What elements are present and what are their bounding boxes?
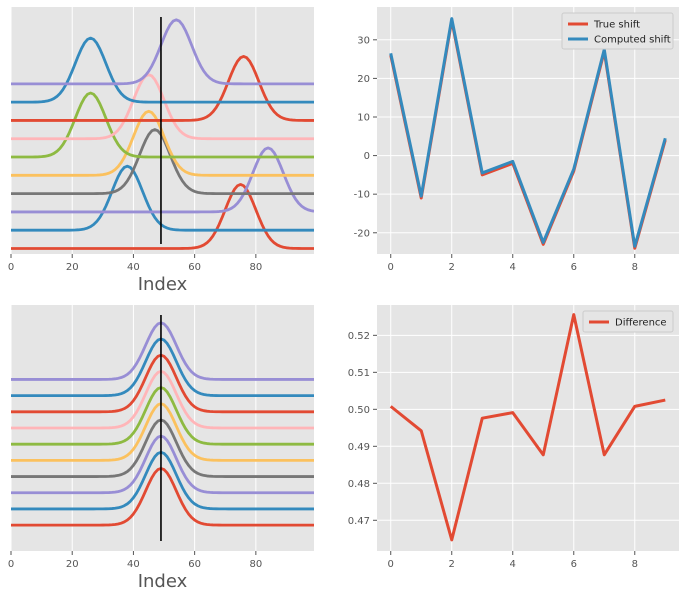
aligned-profiles-x-tick-label: 80: [249, 559, 262, 570]
shift-comparison-x-tick-label: 4: [510, 262, 516, 273]
aligned-profiles-x-tick-label: 60: [188, 559, 201, 570]
aligned-profiles-panel: 0 20 40 60 80 Index: [8, 305, 314, 592]
difference-x-tick-label: 8: [632, 559, 638, 570]
difference-y-tick-label: 0.52: [348, 331, 370, 342]
aligned-profiles-aligned-8-line: [11, 337, 314, 398]
difference-legend: Difference: [582, 310, 674, 333]
shift-comparison-x-tick-label: 8: [632, 262, 638, 273]
difference-grid: [377, 305, 679, 551]
shift-comparison-legend-label-true-shift: True shift: [593, 20, 640, 31]
difference-y-tick-label: 0.49: [348, 442, 370, 453]
shifted-profiles-x-tick-label: 0: [8, 262, 14, 273]
shifted-profiles-profile-6-line: [11, 73, 314, 141]
shift-comparison-y-tick-label: 0: [364, 151, 370, 162]
shift-comparison-x-tick-label: 6: [571, 262, 577, 273]
difference-difference-line: [389, 313, 666, 542]
shift-comparison-y-tick-label: 20: [357, 74, 370, 85]
difference-y-tick-label: 0.50: [348, 405, 370, 416]
aligned-profiles-series-group: [11, 321, 314, 527]
difference-x-tick-label: 2: [449, 559, 455, 570]
shifted-profiles-profile-7-line: [11, 55, 314, 122]
aligned-profiles-aligned-0-line: [11, 467, 314, 527]
shifted-profiles-x-tick-label: 20: [66, 262, 79, 273]
aligned-profiles-aligned-4-line: [11, 402, 314, 462]
shifted-profiles-x-tick-label: 80: [249, 262, 262, 273]
aligned-profiles-x-tick-label: 20: [66, 559, 79, 570]
shift-comparison-legend-label-computed-shift: Computed shift: [594, 35, 671, 46]
difference-series-group: [389, 313, 666, 542]
shift-comparison-legend-box: [561, 12, 674, 50]
shifted-profiles-x-tick-label: 40: [127, 262, 140, 273]
shift-comparison-y-tick-label: 10: [357, 112, 370, 123]
shifted-profiles-profile-9-line: [11, 18, 314, 86]
aligned-profiles-aligned-9-line: [11, 321, 314, 381]
difference-plot-area: [377, 305, 679, 551]
aligned-profiles-aligned-1-line: [11, 450, 314, 511]
aligned-profiles-aligned-5-line: [11, 386, 314, 446]
shift-comparison-x-tick-label: 2: [449, 262, 455, 273]
shift-comparison-computed-shift-line: [389, 17, 667, 248]
aligned-profiles-aligned-3-line: [11, 418, 314, 478]
shifted-profiles-profile-0-line: [11, 183, 314, 250]
difference-x-tick-label: 4: [510, 559, 516, 570]
shift-comparison-legend: True shift Computed shift: [561, 12, 674, 50]
shifted-profiles-profile-4-line: [11, 109, 314, 177]
difference-panel: 0 2 4 6 8 0.47 0.48 0.49 0.50 0.51 0.52 Difference: [348, 305, 679, 570]
difference-x-tick-label: 6: [571, 559, 577, 570]
difference-x-tick-label: 0: [388, 559, 394, 570]
shift-comparison-y-tick-label: 30: [357, 35, 370, 46]
shifted-profiles-profile-8-line: [11, 36, 314, 104]
shifted-profiles-x-tick-label: 60: [188, 262, 201, 273]
aligned-profiles-x-axis-title: Index: [138, 571, 188, 592]
aligned-profiles-x-tick-label: 40: [127, 559, 140, 570]
aligned-profiles-aligned-7-line: [11, 353, 314, 414]
difference-legend-label-difference: Difference: [615, 318, 667, 329]
shift-comparison-panel: 0 2 4 6 8 -20 -10 0 10 20 30 True shift Computed shi…: [354, 7, 679, 273]
difference-legend-box: [582, 310, 674, 333]
shifted-profiles-profile-5-line: [11, 91, 314, 159]
shifted-profiles-profile-3-line: [11, 128, 314, 196]
aligned-profiles-aligned-6-line: [11, 369, 314, 430]
shifted-profiles-x-axis-title: Index: [138, 274, 188, 295]
aligned-profiles-aligned-2-line: [11, 434, 314, 495]
shift-comparison-y-tick-label: -20: [354, 228, 370, 239]
aligned-profiles-x-tick-label: 0: [8, 559, 14, 570]
shift-comparison-series-group: [389, 17, 667, 250]
shift-comparison-y-tick-label: -10: [354, 190, 370, 201]
shifted-profiles-series-group: [11, 18, 314, 250]
difference-y-tick-label: 0.47: [348, 516, 370, 527]
shift-comparison-x-tick-label: 0: [388, 262, 394, 273]
difference-y-tick-label: 0.48: [348, 479, 370, 490]
shifted-profiles-profile-1-line: [11, 164, 314, 232]
difference-y-tick-label: 0.51: [348, 368, 370, 379]
shifted-profiles-profile-2-line: [11, 146, 314, 214]
shifted-profiles-panel: 0 20 40 60 80 Index: [8, 7, 314, 295]
